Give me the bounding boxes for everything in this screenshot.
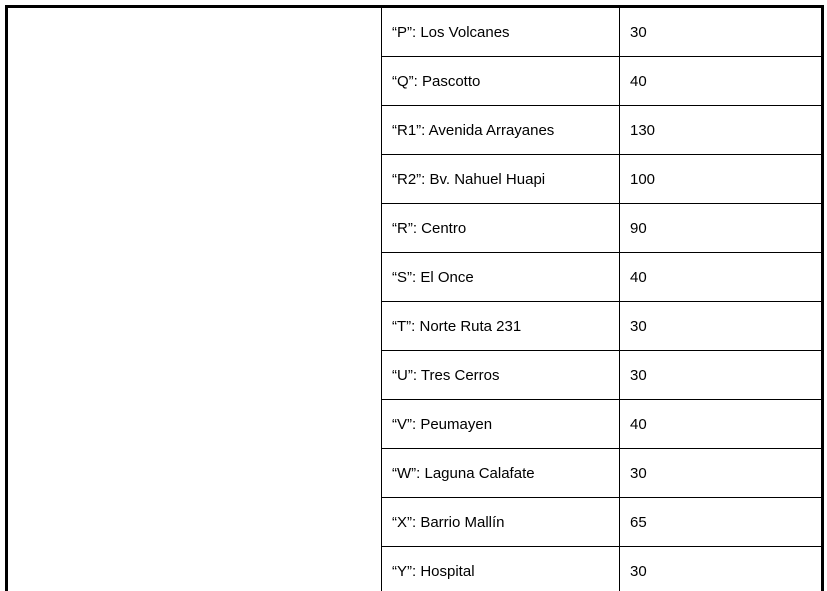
table-row: “T”: Norte Ruta 231 30 — [7, 301, 823, 351]
zone-value-cell: 65 — [619, 497, 823, 547]
zone-label-cell: “W”: Laguna Calafate — [381, 448, 620, 498]
zone-distance-table: “P”: Los Volcanes 30 “Q”: Pascotto 40 “R… — [5, 5, 824, 591]
zone-label-cell: “R1”: Avenida Arrayanes — [381, 105, 620, 155]
zone-value-cell: 30 — [619, 546, 823, 591]
zone-value-cell: 40 — [619, 252, 823, 302]
zone-value-cell: 30 — [619, 350, 823, 400]
zone-label-cell: “P”: Los Volcanes — [381, 6, 620, 57]
table-row: “U”: Tres Cerros 30 — [7, 350, 823, 400]
table-row: “R1”: Avenida Arrayanes 130 — [7, 105, 823, 155]
table-row: “V”: Peumayen 40 — [7, 399, 823, 449]
zone-label-cell: “Y”: Hospital — [381, 546, 620, 591]
zone-value-cell: 130 — [619, 105, 823, 155]
table-row: “S”: El Once 40 — [7, 252, 823, 302]
table-row: “R2”: Bv. Nahuel Huapi 100 — [7, 154, 823, 204]
zone-value-cell: 100 — [619, 154, 823, 204]
table-row: “P”: Los Volcanes 30 — [6, 6, 823, 591]
table-row: “X”: Barrio Mallín 65 — [7, 497, 823, 547]
zone-label-cell: “R”: Centro — [381, 203, 620, 253]
zone-label-cell: “S”: El Once — [381, 252, 620, 302]
zone-label-cell: “Q”: Pascotto — [381, 56, 620, 106]
zone-label-cell: “U”: Tres Cerros — [381, 350, 620, 400]
zone-label-cell: “V”: Peumayen — [381, 399, 620, 449]
zone-value-cell: 30 — [619, 6, 823, 57]
table-row: “W”: Laguna Calafate 30 — [7, 448, 823, 498]
zone-value-cell: 30 — [619, 301, 823, 351]
zone-value-cell: 40 — [619, 56, 823, 106]
table-row: “Y”: Hospital 30 — [7, 546, 823, 591]
zone-value-cell: 90 — [619, 203, 823, 253]
zone-label-cell: “T”: Norte Ruta 231 — [381, 301, 620, 351]
zone-label-cell: “X”: Barrio Mallín — [381, 497, 620, 547]
empty-cell — [6, 6, 382, 591]
table-row: “Q”: Pascotto 40 — [7, 56, 823, 106]
zone-value-cell: 30 — [619, 448, 823, 498]
zone-value-cell: 40 — [619, 399, 823, 449]
table-row: “R”: Centro 90 — [7, 203, 823, 253]
zone-label-cell: “R2”: Bv. Nahuel Huapi — [381, 154, 620, 204]
